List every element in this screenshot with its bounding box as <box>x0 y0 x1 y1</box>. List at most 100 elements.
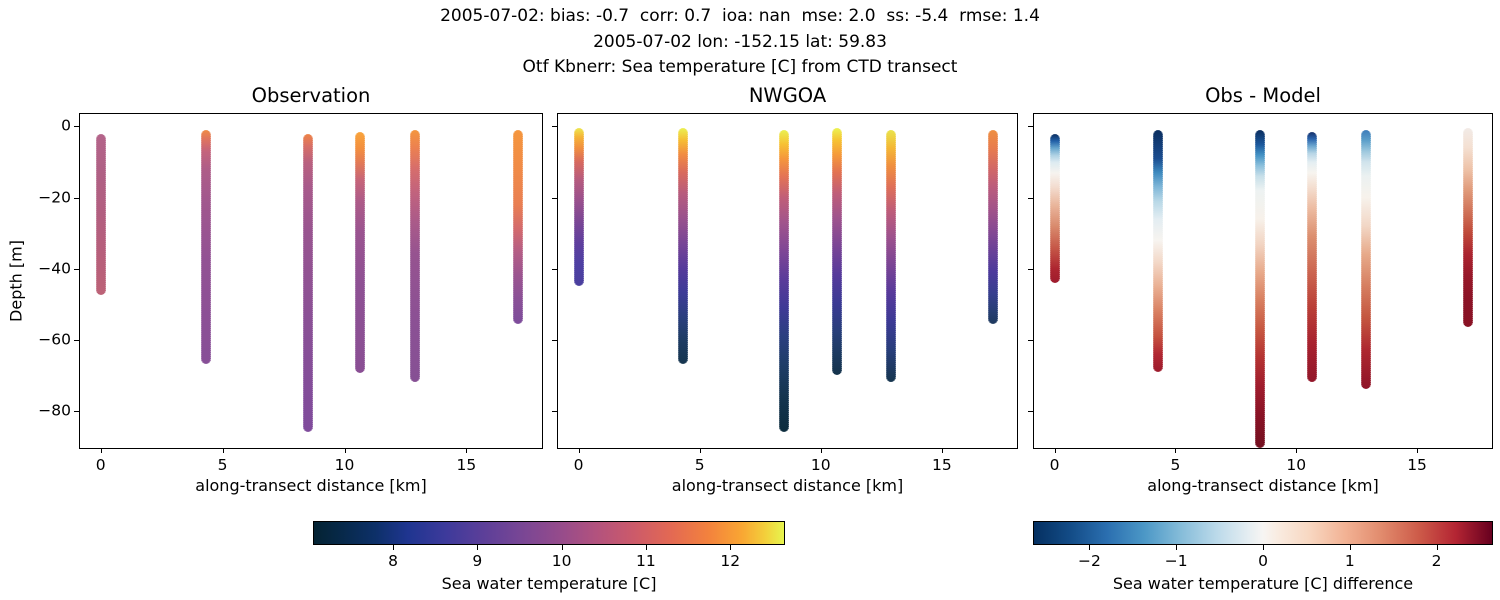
y-tick-label: −20 <box>38 188 71 207</box>
colorbar-tick-label: 12 <box>720 552 741 570</box>
x-tick-mark <box>344 448 346 453</box>
x-tick-mark <box>578 448 580 453</box>
y-tick-mark <box>74 410 79 412</box>
ctd-cast-column <box>1153 129 1164 372</box>
x-tick-mark <box>1296 448 1298 453</box>
x-tick-mark <box>1417 448 1419 453</box>
suptitle-dataset-line: Otf Kbnerr: Sea temperature [C] from CTD… <box>522 57 958 77</box>
ctd-cast-column <box>95 133 106 296</box>
ctd-cast-column <box>355 131 366 374</box>
panel-obs-minus-model-x-axis-label: along-transect distance [km] <box>1147 476 1379 495</box>
ctd-cast-column <box>677 128 688 365</box>
panel-observation: Observation along-transect distance [km]… <box>38 84 543 495</box>
x-tick-mark <box>1175 448 1177 453</box>
colorbar-tick-mark <box>1263 545 1264 550</box>
panel-obs-minus-model-plot-area <box>1034 114 1492 448</box>
y-tick-mark <box>1028 339 1033 341</box>
colorbar-tick-mark <box>1436 545 1438 550</box>
ctd-cast-column <box>886 129 897 383</box>
x-tick-mark <box>466 448 468 453</box>
y-tick-mark <box>74 126 79 128</box>
y-tick-mark <box>74 197 79 199</box>
x-tick-mark <box>820 448 822 453</box>
panel-nwgoa-title: NWGOA <box>748 84 827 107</box>
y-tick-mark <box>552 410 557 412</box>
colorbar-sea-temperature-gradient <box>313 521 785 545</box>
y-tick-mark <box>74 339 79 341</box>
ctd-cast-column <box>302 133 313 432</box>
ctd-cast-column <box>779 129 790 432</box>
y-tick-mark <box>1028 268 1033 270</box>
ctd-cast-column <box>200 129 211 365</box>
ctd-cast-column <box>1361 129 1372 390</box>
colorbar-sea-temperature: Sea water temperature [C] 8 9 10 11 12 <box>313 521 785 593</box>
panel-observation-plot-area <box>80 114 542 448</box>
ctd-cast-column <box>410 129 421 383</box>
colorbar-tick-label: −2 <box>1077 552 1101 570</box>
panel-obs-minus-model: Obs - Model along-transect distance [km]… <box>1028 84 1493 495</box>
colorbar-tick-label: 1 <box>1344 552 1355 570</box>
colorbar-tick-mark <box>393 545 395 550</box>
ctd-cast-column <box>1049 133 1060 283</box>
y-tick-mark <box>74 268 79 270</box>
x-tick-label: 5 <box>217 456 228 474</box>
panel-nwgoa-x-axis-label: along-transect distance [km] <box>671 476 904 495</box>
x-tick-mark <box>100 448 102 453</box>
y-tick-mark <box>552 339 557 341</box>
colorbar-tick-mark <box>730 545 732 550</box>
colorbar-tick-label: 8 <box>388 552 398 570</box>
x-tick-label: 15 <box>456 456 477 474</box>
colorbar-temperature-difference: Sea water temperature [C] difference −2 −… <box>1033 521 1493 593</box>
y-tick-mark <box>552 268 557 270</box>
ctd-cast-column <box>573 128 584 287</box>
x-tick-mark <box>941 448 943 453</box>
x-tick-label: 15 <box>932 456 952 474</box>
colorbar-tick-label: 11 <box>636 552 656 570</box>
y-tick-label: 0 <box>61 117 71 136</box>
ctd-cast-column <box>831 128 842 376</box>
x-tick-label: 15 <box>1407 456 1427 474</box>
x-tick-mark <box>222 448 224 453</box>
y-tick-label: −80 <box>38 401 71 420</box>
x-tick-label: 0 <box>573 456 584 474</box>
suptitle-stats-line: 2005-07-02: bias: -0.7 corr: 0.7 ioa: na… <box>440 6 1040 26</box>
y-tick-label: −40 <box>38 259 71 278</box>
x-tick-label: 0 <box>95 456 106 474</box>
y-tick-mark <box>1028 126 1033 128</box>
figure-suptitle: 2005-07-02: bias: -0.7 corr: 0.7 ioa: na… <box>0 4 1480 81</box>
panel-obs-minus-model-title: Obs - Model <box>1205 84 1321 107</box>
x-tick-label: 0 <box>1049 456 1060 474</box>
y-tick-mark <box>1028 410 1033 412</box>
colorbar-tick-mark <box>1176 545 1178 550</box>
panel-observation-x-axis-label: along-transect distance [km] <box>195 476 427 495</box>
colorbar-sea-temperature-label: Sea water temperature [C] <box>441 574 657 593</box>
colorbar-tick-mark <box>561 545 563 550</box>
ctd-cast-column <box>512 129 523 324</box>
suptitle-location-line: 2005-07-02 lon: -152.15 lat: 59.83 <box>593 31 887 52</box>
x-tick-label: 10 <box>810 456 831 474</box>
x-tick-label: 10 <box>1286 456 1307 474</box>
colorbar-tick-mark <box>1089 545 1091 550</box>
x-tick-label: 10 <box>334 456 355 474</box>
y-tick-mark <box>552 126 557 128</box>
colorbar-tick-label: −1 <box>1164 552 1188 570</box>
colorbar-temperature-difference-label: Sea water temperature [C] difference <box>1112 574 1414 593</box>
colorbar-temperature-difference-gradient <box>1033 521 1493 545</box>
colorbar-tick-label: 9 <box>472 552 483 570</box>
y-axis-label: Depth [m] <box>6 240 26 322</box>
ctd-cast-column <box>1254 129 1265 448</box>
x-tick-mark <box>699 448 701 453</box>
y-tick-label: −60 <box>38 330 71 349</box>
colorbar-tick-mark <box>477 545 479 550</box>
panel-nwgoa: NWGOA along-transect distance [km] 0 5 10 1… <box>552 84 1018 495</box>
panel-observation-title: Observation <box>251 84 371 107</box>
panel-nwgoa-plot-area <box>558 114 1017 448</box>
colorbar-tick-label: 0 <box>1258 552 1268 570</box>
ctd-cast-column <box>1306 131 1317 383</box>
colorbar-tick-label: 10 <box>551 552 572 570</box>
ctd-cast-column <box>1462 128 1473 328</box>
x-tick-label: 5 <box>1170 456 1181 474</box>
y-tick-mark <box>1028 197 1033 199</box>
colorbar-tick-mark <box>1349 545 1351 550</box>
